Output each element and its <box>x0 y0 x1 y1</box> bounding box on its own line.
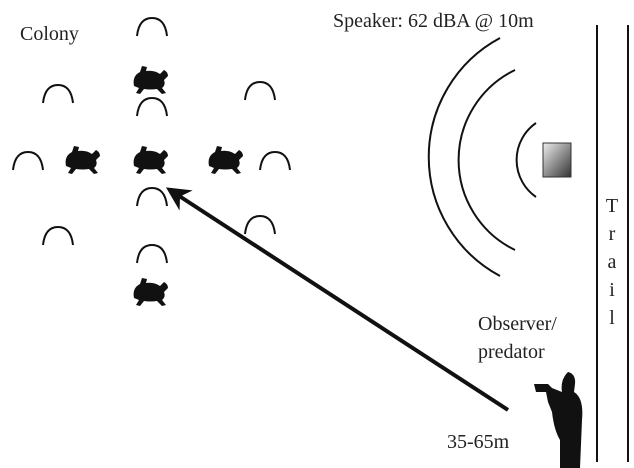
speaker-label: Speaker: 62 dBA @ 10m <box>333 10 534 32</box>
burrows <box>12 17 291 264</box>
observer-silhouette <box>534 372 583 468</box>
colony-label: Colony <box>20 23 79 45</box>
observer-label: predator <box>478 341 545 363</box>
distance-label: 35-65m <box>447 431 510 453</box>
observer-label: Observer/ <box>478 313 557 335</box>
trail-label: Trail <box>601 195 623 335</box>
arrow <box>165 187 510 412</box>
sound-waves <box>427 37 537 277</box>
prairie-dogs <box>65 66 243 306</box>
speaker <box>542 142 572 178</box>
